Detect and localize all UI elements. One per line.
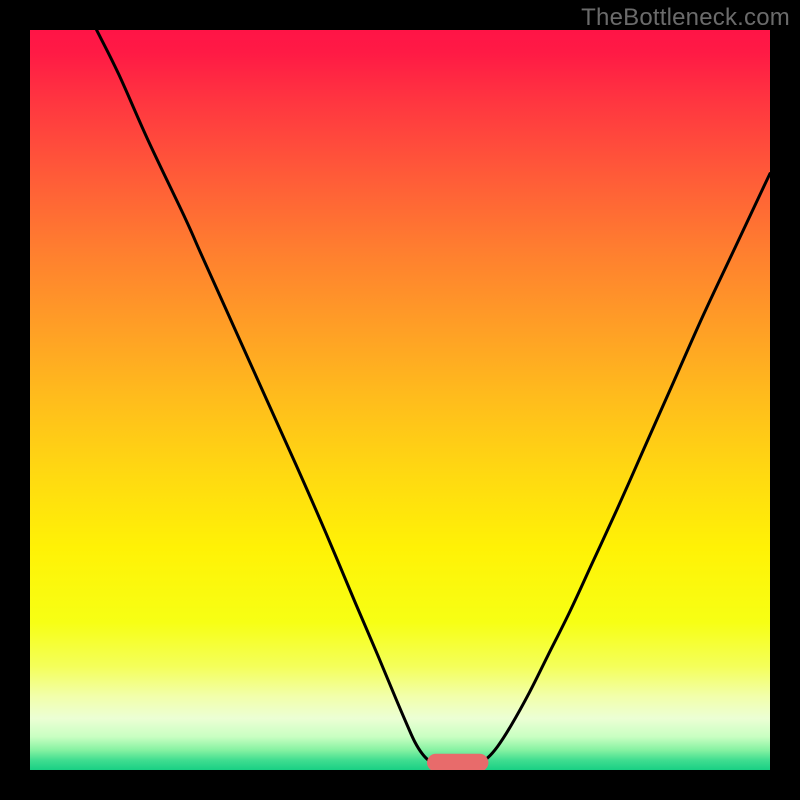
chart-frame: TheBottleneck.com: [0, 0, 800, 800]
minimum-marker: [427, 754, 488, 770]
plot-area: [30, 30, 770, 770]
plot-svg: [30, 30, 770, 770]
watermark-text: TheBottleneck.com: [581, 4, 790, 32]
gradient-background: [30, 30, 770, 770]
